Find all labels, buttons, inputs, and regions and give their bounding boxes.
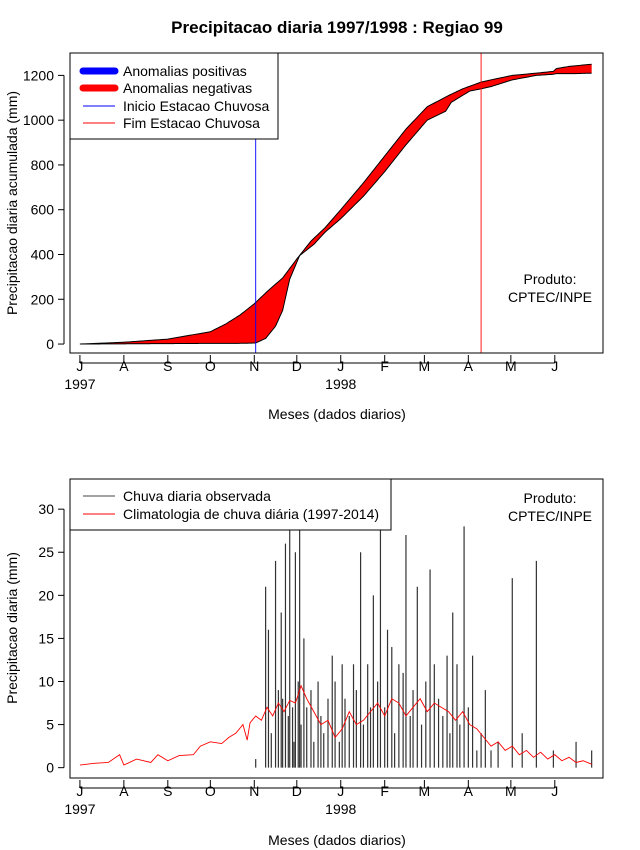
product-source: CPTEC/INPE [508, 289, 592, 305]
y-tick-label: 0 [46, 760, 54, 776]
y-tick-label: 25 [38, 544, 54, 560]
legend-label-season-end: Fim Estacao Chuvosa [123, 115, 260, 131]
x-tick-label: D [292, 358, 302, 374]
legend: Chuva diaria observada Climatologia de c… [69, 478, 392, 531]
x-tick-label: F [380, 783, 389, 799]
observed-accumulation-line [79, 72, 592, 345]
y-tick-label: 5 [46, 717, 54, 733]
y-tick-label: 0 [46, 336, 54, 352]
x-axis-label: Meses (dados diarios) [268, 406, 406, 422]
x-axis: J A S O N D J F M A M J 1997 1998 [64, 780, 558, 817]
legend-label-season-start: Inicio Estacao Chuvosa [123, 98, 270, 114]
y-axis: 0 5 10 15 20 25 30 [38, 501, 65, 776]
x-tick-label: J [76, 783, 83, 799]
legend-label-climatology: Climatologia de chuva diária (1997-2014) [123, 506, 379, 522]
x-tick-label: O [205, 358, 216, 374]
year-label: 1998 [325, 801, 356, 817]
product-label: Produto: [524, 271, 577, 287]
y-tick-label: 400 [31, 246, 55, 262]
x-tick-label: A [464, 358, 474, 374]
year-label: 1997 [64, 376, 95, 392]
legend-label-negative: Anomalias negativas [123, 80, 252, 96]
x-tick-label: A [119, 783, 129, 799]
product-label: Produto: [524, 490, 577, 506]
x-tick-label: S [163, 358, 172, 374]
x-axis-label: Meses (dados diarios) [268, 832, 406, 848]
climatology-line [79, 684, 592, 766]
x-tick-label: S [163, 783, 172, 799]
x-tick-label: J [337, 783, 344, 799]
x-axis: J A S O N D J F M A M J 1997 1998 [64, 355, 558, 392]
x-tick-label: J [76, 358, 83, 374]
product-source: CPTEC/INPE [508, 508, 592, 524]
y-axis: 0 200 400 600 800 1000 1200 [23, 67, 65, 352]
legend: Anomalias positivas Anomalias negativas … [69, 52, 279, 140]
x-tick-label: A [119, 358, 129, 374]
daily-chart: 0 5 10 15 20 25 30 J A S O N D J F M A M J 1997 1998 Precip… [4, 478, 604, 848]
x-tick-label: O [205, 783, 216, 799]
year-label: 1998 [325, 376, 356, 392]
legend-box [69, 52, 279, 140]
x-tick-label: N [249, 358, 259, 374]
accumulated-chart: 0 200 400 600 800 1000 1200 J A S O N D J F M A M J 1997 19… [4, 52, 604, 422]
x-tick-label: F [380, 358, 389, 374]
y-tick-label: 30 [38, 501, 54, 517]
climatology-accumulation-line [79, 63, 592, 345]
y-tick-label: 20 [38, 587, 54, 603]
year-label: 1997 [64, 801, 95, 817]
y-tick-label: 1000 [23, 112, 54, 128]
y-tick-label: 10 [38, 673, 54, 689]
plot-frame [69, 52, 604, 354]
y-tick-label: 200 [31, 291, 55, 307]
y-tick-label: 1200 [23, 67, 54, 83]
x-tick-label: A [464, 783, 474, 799]
x-tick-label: M [419, 358, 431, 374]
x-tick-label: N [249, 783, 259, 799]
y-axis-label: Precipitacao diaria acumulada (mm) [4, 91, 20, 315]
x-tick-label: M [505, 358, 517, 374]
legend-label-positive: Anomalias positivas [123, 63, 247, 79]
y-tick-label: 15 [38, 630, 54, 646]
x-tick-label: J [551, 783, 558, 799]
x-tick-label: J [551, 358, 558, 374]
y-tick-label: 800 [31, 157, 55, 173]
figure-title: Precipitacao diaria 1997/1998 : Regiao 9… [171, 18, 503, 37]
legend-box [69, 478, 392, 531]
x-tick-label: J [337, 358, 344, 374]
x-tick-label: M [419, 783, 431, 799]
x-tick-label: M [505, 783, 517, 799]
x-tick-label: D [292, 783, 302, 799]
accumulation-lines [79, 63, 592, 345]
y-axis-label: Precipitacao diaria (mm) [4, 552, 20, 704]
y-tick-label: 600 [31, 202, 55, 218]
legend-label-observed: Chuva diaria observada [123, 488, 271, 504]
